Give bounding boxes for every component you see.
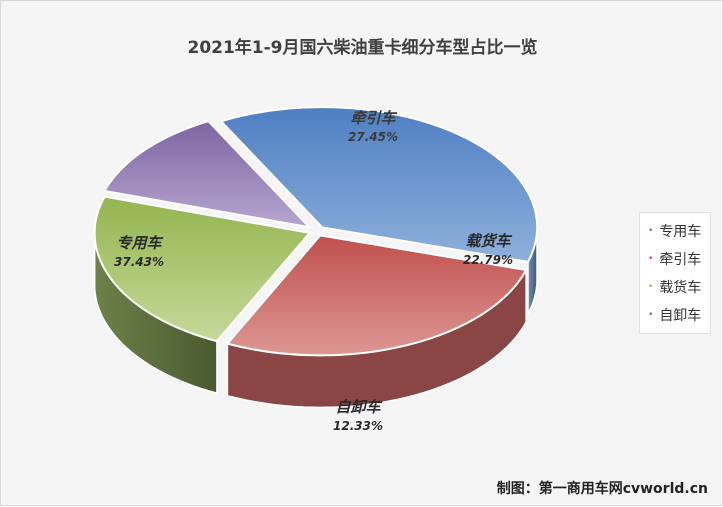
slice-自卸车[interactable] xyxy=(102,120,313,229)
slice-label-牵引车: 牵引车 27.45% xyxy=(348,109,398,147)
legend-item-牵引车[interactable]: • 牵引车 xyxy=(648,249,701,269)
legend-swatch: • xyxy=(648,254,654,264)
legend-label: 牵引车 xyxy=(659,252,702,268)
watermark: 制图：第一商用车网cvworld.cn xyxy=(496,481,708,497)
slice-value: 27.45% xyxy=(348,130,398,144)
legend-swatch: • xyxy=(648,310,654,320)
legend: • 专用车 • 牵引车 • 载货车 • 自卸车 xyxy=(639,212,711,334)
legend-item-载货车[interactable]: • 载货车 xyxy=(648,277,701,297)
legend-label: 自卸车 xyxy=(659,308,702,324)
slice-label-专用车: 专用车 37.43% xyxy=(114,234,164,272)
legend-item-专用车[interactable]: • 专用车 xyxy=(648,221,701,241)
slice-载货车[interactable] xyxy=(93,195,312,343)
legend-label: 载货车 xyxy=(659,280,702,296)
slice-name: 自卸车 xyxy=(335,398,381,416)
slice-value: 37.43% xyxy=(114,255,164,269)
legend-label: 专用车 xyxy=(659,224,702,240)
slice-label-自卸车: 自卸车 12.33% xyxy=(333,398,383,436)
slice-value: 12.33% xyxy=(333,419,383,433)
slice-name: 载货车 xyxy=(465,232,511,250)
slice-label-载货车: 载货车 22.79% xyxy=(463,232,513,270)
chart-title: 2021年1-9月国六柴油重卡细分车型占比一览 xyxy=(187,38,538,58)
legend-item-自卸车[interactable]: • 自卸车 xyxy=(648,305,701,325)
slice-name: 牵引车 xyxy=(350,109,396,127)
slice-name: 专用车 xyxy=(116,234,162,252)
slice-value: 22.79% xyxy=(463,253,513,267)
legend-swatch: • xyxy=(648,282,654,292)
slice-牵引车[interactable] xyxy=(225,234,528,357)
slice-专用车[interactable] xyxy=(219,106,539,264)
legend-swatch: • xyxy=(648,226,654,236)
